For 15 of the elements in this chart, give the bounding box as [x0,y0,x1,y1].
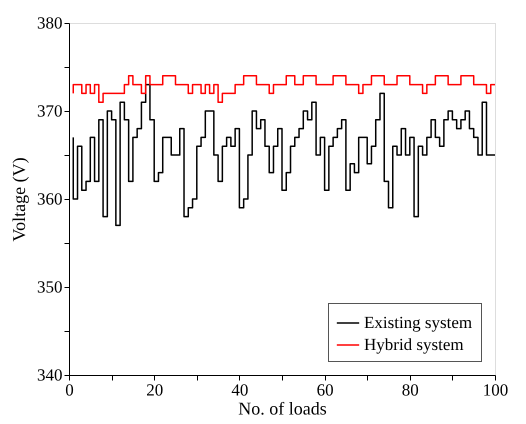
x-tick-label: 80 [402,380,419,400]
x-tick-label: 40 [231,380,248,400]
legend-label: Existing system [364,313,472,332]
y-tick-label: 370 [37,102,62,120]
y-axis-title: Voltage (V) [9,157,29,242]
x-axis-title: No. of loads [238,398,327,418]
y-tick-label: 380 [37,14,62,32]
legend-label: Hybrid system [364,335,464,354]
y-tick-label: 350 [37,278,62,296]
x-tick-label: 0 [65,380,74,400]
y-tick-label: 340 [37,366,62,384]
x-tick-label: 100 [482,380,508,400]
y-tick-label: 360 [37,190,62,208]
x-tick-label: 60 [316,380,334,400]
x-tick-label: 20 [146,380,164,400]
